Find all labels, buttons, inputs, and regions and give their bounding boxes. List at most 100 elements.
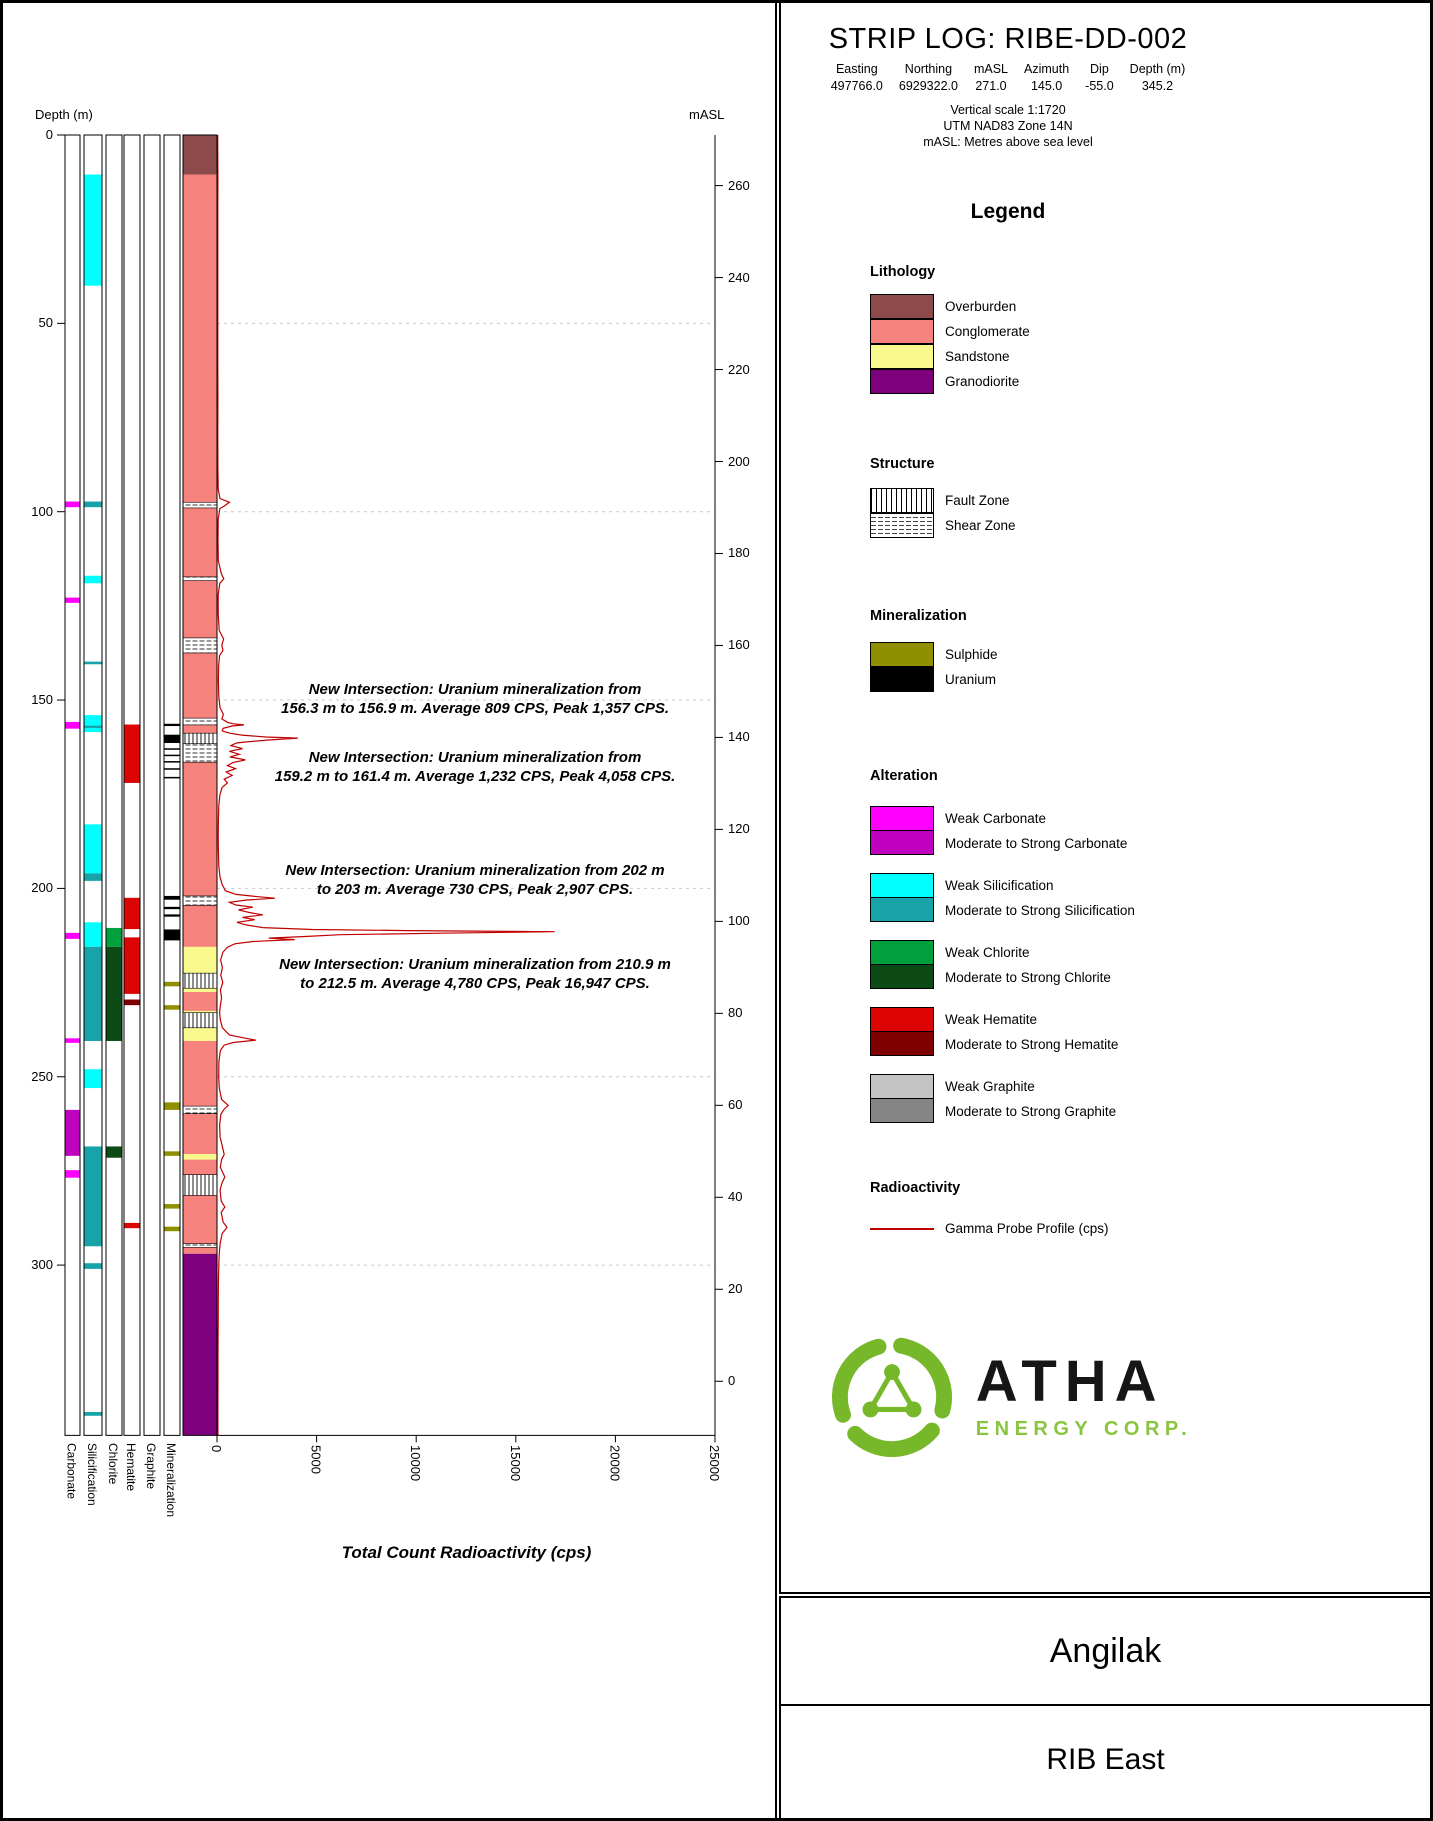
lithology-interval-granodiorite bbox=[183, 1253, 217, 1436]
mineralization-interval-uranium bbox=[164, 768, 180, 770]
mineralization-interval-sulphide bbox=[164, 1226, 180, 1232]
masl-axis-title: mASL bbox=[689, 107, 725, 122]
weak-carbonate-swatch bbox=[870, 806, 934, 831]
chlorite-alteration-interval bbox=[106, 1146, 122, 1158]
column-label: Carbonate bbox=[64, 1443, 79, 1500]
info-depth: Depth (m) 345.2 bbox=[1129, 62, 1186, 93]
cps-tick-label: 5000 bbox=[308, 1445, 324, 1475]
column-label: Silicification bbox=[85, 1443, 99, 1507]
page-title: STRIP LOG: RIBE-DD-002 bbox=[828, 23, 1188, 55]
legend-item-sulphide: Sulphide bbox=[870, 642, 1235, 667]
masl-tick-label: 20 bbox=[728, 1281, 743, 1297]
silicification-alteration-interval bbox=[84, 661, 102, 665]
info-azimuth: Azimuth 145.0 bbox=[1024, 62, 1070, 93]
cps-tick-label: 25000 bbox=[707, 1445, 722, 1482]
masl-tick-label: 220 bbox=[728, 361, 750, 377]
mineralization-interval-uranium bbox=[164, 929, 180, 941]
uranium-swatch bbox=[870, 666, 934, 692]
strip-log-chart bbox=[57, 134, 723, 1443]
column-label: Chlorite bbox=[106, 1443, 120, 1485]
info-northing: Northing 6929322.0 bbox=[898, 62, 958, 93]
carbonate-alteration-interval bbox=[65, 932, 80, 939]
masl-tick-label: 60 bbox=[728, 1097, 743, 1113]
lithology-interval-sandstone bbox=[183, 1153, 217, 1160]
cps-tick-label: 20000 bbox=[607, 1445, 623, 1482]
cps-tick-label: 10000 bbox=[408, 1445, 424, 1482]
legend: Lithology Overburden Conglomerate Sandst… bbox=[870, 264, 1235, 1241]
cps-tick-label: 15000 bbox=[507, 1445, 523, 1482]
masl-tick-label: 0 bbox=[728, 1373, 736, 1389]
masl-tick-label: 140 bbox=[728, 729, 750, 745]
info-masl: mASL 271.0 bbox=[973, 62, 1009, 93]
silicification-alteration-interval bbox=[84, 1146, 102, 1247]
hematite-alteration-interval bbox=[124, 999, 140, 1006]
depth-tick-label: 300 bbox=[31, 1257, 53, 1273]
column-box bbox=[83, 134, 103, 1436]
legend-item-fault-zone: Fault Zone bbox=[870, 488, 1235, 513]
intersection-annotation: New Intersection: Uranium mineralization… bbox=[280, 681, 669, 718]
strong-graphite-swatch bbox=[870, 1098, 934, 1123]
weak-graphite-swatch bbox=[870, 1074, 934, 1099]
mineralization-interval-uranium bbox=[164, 906, 180, 910]
column-box bbox=[123, 134, 141, 1436]
masl-tick-label: 160 bbox=[728, 637, 750, 653]
panel-divider bbox=[775, 3, 777, 1818]
mineralization-interval-sulphide bbox=[164, 1204, 180, 1209]
mineralization-heading: Mineralization bbox=[870, 608, 967, 624]
fault-zone-swatch bbox=[870, 488, 934, 513]
title-block: Angilak RIB East bbox=[779, 1596, 1430, 1818]
lithology-heading: Lithology bbox=[870, 264, 936, 280]
lithology-interval-overburden bbox=[183, 135, 217, 175]
weak-chlorite-swatch bbox=[870, 940, 934, 965]
carbonate-alteration-interval bbox=[65, 597, 80, 603]
silicification-alteration-interval bbox=[84, 922, 102, 947]
mineralization-interval-uranium bbox=[164, 723, 180, 727]
info-panel: STRIP LOG: RIBE-DD-002 Easting 497766.0 … bbox=[779, 3, 1430, 1594]
depth-axis-title: Depth (m) bbox=[35, 107, 93, 122]
masl-tick-label: 200 bbox=[728, 453, 750, 469]
chlorite-alteration-interval bbox=[106, 946, 122, 1041]
silicification-alteration-interval bbox=[84, 575, 102, 584]
column-label: Mineralization bbox=[164, 1443, 178, 1518]
depth-tick-label: 50 bbox=[38, 315, 53, 331]
masl-tick-label: 80 bbox=[728, 1005, 743, 1021]
mineralization-interval-uranium bbox=[164, 914, 180, 917]
info-dip: Dip -55.0 bbox=[1085, 62, 1114, 93]
legend-item-uranium: Uranium bbox=[870, 666, 1235, 692]
silicification-alteration-interval bbox=[84, 946, 102, 1041]
radioactivity-axis-title: Total Count Radioactivity (cps) bbox=[341, 1543, 592, 1562]
legend-item-overburden: Overburden bbox=[870, 294, 1235, 319]
atha-logo-text: ATHA ENERGY CORP. bbox=[976, 1353, 1192, 1441]
mineralization-interval-sulphide bbox=[164, 1005, 180, 1010]
silicification-alteration-interval bbox=[84, 725, 102, 728]
alteration-heading: Alteration bbox=[870, 768, 938, 784]
legend-item-granodiorite: Granodiorite bbox=[870, 368, 1235, 394]
silicification-alteration-interval bbox=[84, 174, 102, 286]
carbonate-alteration-interval bbox=[65, 721, 80, 729]
legend-item-sandstone: Sandstone bbox=[870, 343, 1235, 369]
strong-carbonate-swatch bbox=[870, 830, 934, 855]
masl-tick-label: 180 bbox=[728, 545, 750, 561]
column-box bbox=[143, 134, 161, 1436]
legend-pair-carbonate: Weak Carbonate Moderate to Strong Carbon… bbox=[870, 806, 1235, 856]
column-box bbox=[163, 134, 181, 1436]
masl-tick-label: 260 bbox=[728, 177, 750, 193]
column-label: Hematite bbox=[124, 1443, 138, 1492]
hole-info-table: Easting 497766.0 Northing 6929322.0 mASL… bbox=[781, 62, 1235, 93]
mineralization-interval-sulphide bbox=[164, 1102, 180, 1110]
mineralization-interval-sulphide bbox=[164, 1151, 180, 1156]
silicification-alteration-interval bbox=[84, 501, 102, 508]
mineralization-interval-uranium bbox=[164, 748, 180, 750]
log-labels-layer: Depth (m) mASL Total Count Radioactivity… bbox=[3, 3, 778, 1818]
carbonate-alteration-interval bbox=[65, 1038, 80, 1043]
carbonate-alteration-interval bbox=[65, 501, 80, 508]
masl-tick-label: 100 bbox=[728, 913, 750, 929]
column-box bbox=[64, 134, 81, 1436]
gamma-profile-line bbox=[217, 134, 555, 1436]
mineralization-interval-uranium bbox=[164, 754, 180, 757]
mineralization-interval-uranium bbox=[164, 734, 180, 743]
mineralization-interval-uranium bbox=[164, 761, 180, 763]
depth-tick-label: 100 bbox=[31, 503, 53, 519]
sandstone-swatch bbox=[870, 343, 934, 369]
conglomerate-swatch bbox=[870, 318, 934, 344]
